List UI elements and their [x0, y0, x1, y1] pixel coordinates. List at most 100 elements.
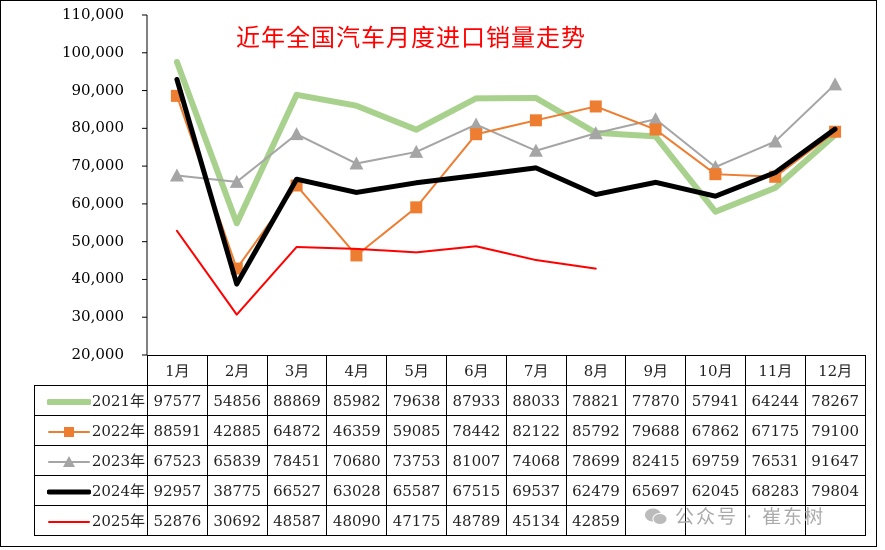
value-cell: 78699 — [565, 445, 627, 476]
table-header-row: 1月 2月 3月 4月 5月 6月 7月 8月 9月 10月 11月 12月 — [34, 355, 866, 386]
chart-title: 近年全国汽车月度进口销量走势 — [236, 24, 586, 52]
value-cell: 63028 — [326, 475, 388, 506]
value-cell: 78451 — [266, 445, 328, 476]
value-cell: 38775 — [206, 475, 268, 506]
table-row: 2023年 67523 65839 78451 70680 73753 81007 74068… — [34, 445, 866, 476]
value-cell: 65697 — [625, 475, 687, 506]
value-cell: 62045 — [685, 475, 746, 506]
value-cell: 85982 — [326, 385, 388, 416]
legend-key-icon — [47, 456, 90, 467]
table-row: 2024年 92957 38775 66527 63028 65587 67515 69537… — [34, 475, 866, 506]
table-row: 2021年 97577 54856 88869 85982 79638 87933 88033… — [34, 385, 866, 416]
y-tick-label: 50,000 — [71, 231, 125, 250]
series-2025年 — [175, 229, 597, 316]
month-header: 4月 — [326, 355, 388, 386]
wechat-icon — [645, 508, 668, 526]
value-cell: 65839 — [206, 445, 268, 476]
value-cell: 78267 — [804, 385, 866, 416]
month-header: 11月 — [744, 355, 806, 386]
value-cell: 92957 — [147, 475, 208, 506]
value-cell: 67523 — [147, 445, 208, 476]
value-cell: 78821 — [565, 385, 627, 416]
value-cell: 78442 — [445, 415, 507, 446]
legend-cell: 2025年 — [34, 505, 148, 536]
value-cell: 81007 — [445, 445, 507, 476]
value-cell: 85792 — [565, 415, 627, 446]
table-row: 2025年 52876 30692 48587 48090 47175 48789 45134… — [34, 505, 866, 536]
value-cell: 79100 — [804, 415, 866, 446]
watermark-text: 公众号 · 崔东树 — [675, 506, 826, 528]
month-header: 7月 — [505, 355, 567, 386]
legend-label: 2025年 — [91, 512, 145, 530]
y-tick-label: 70,000 — [71, 156, 125, 175]
y-tick-label: 90,000 — [71, 80, 125, 99]
value-cell: 48090 — [326, 505, 388, 536]
value-cell: 97577 — [147, 385, 208, 416]
month-header: 5月 — [386, 355, 447, 386]
legend-cell: 2023年 — [34, 445, 148, 476]
value-cell: 65587 — [386, 475, 447, 506]
series-2023年 — [169, 77, 843, 188]
legend-label: 2021年 — [91, 392, 145, 410]
data-table: 1月 2月 3月 4月 5月 6月 7月 8月 9月 10月 11月 12月 2021年 97577 548… — [34, 355, 866, 536]
legend-label: 2022年 — [91, 422, 145, 440]
value-cell: 67175 — [744, 415, 806, 446]
value-cell: 88033 — [505, 385, 567, 416]
y-tick-label: 110,000 — [61, 5, 124, 23]
series-2021年 — [173, 58, 839, 227]
value-cell: 64244 — [744, 385, 806, 416]
legend-key-icon — [47, 427, 90, 437]
month-header: 3月 — [266, 355, 328, 386]
legend-cell: 2021年 — [34, 385, 148, 416]
value-cell: 82122 — [505, 415, 567, 446]
value-cell: 45134 — [505, 505, 567, 536]
value-cell: 54856 — [206, 385, 268, 416]
y-tick-label: 60,000 — [71, 193, 125, 212]
month-header: 6月 — [445, 355, 507, 386]
month-header: 1月 — [147, 355, 208, 386]
value-cell: 87933 — [445, 385, 507, 416]
series-2024年 — [174, 76, 838, 287]
value-cell: 67515 — [445, 475, 507, 506]
value-cell: 30692 — [206, 505, 268, 536]
value-cell: 77870 — [625, 385, 687, 416]
legend-label: 2023年 — [91, 452, 145, 470]
value-cell: 64872 — [266, 415, 328, 446]
value-cell: 47175 — [386, 505, 447, 536]
value-cell — [685, 505, 746, 536]
y-tick-label: 100,000 — [61, 42, 124, 61]
value-cell: 57941 — [685, 385, 746, 416]
legend-key-icon — [46, 489, 91, 495]
legend-key-icon — [46, 399, 91, 405]
legend-cell: 2022年 — [34, 415, 148, 446]
value-cell: 66527 — [266, 475, 328, 506]
month-header: 8月 — [565, 355, 627, 386]
value-cell: 48789 — [445, 505, 507, 536]
value-cell: 88591 — [147, 415, 208, 446]
value-cell: 42885 — [206, 415, 268, 446]
value-cell: 79688 — [625, 415, 687, 446]
value-cell: 67862 — [685, 415, 746, 446]
y-tick-label: 80,000 — [71, 118, 125, 137]
value-cell: 46359 — [326, 415, 388, 446]
series-2022年 — [170, 89, 842, 275]
value-cell: 70680 — [326, 445, 388, 476]
value-cell: 48587 — [266, 505, 328, 536]
y-tick-label: 40,000 — [71, 269, 125, 288]
value-cell: 52876 — [147, 505, 208, 536]
watermark: 公众号 · 崔东树 — [645, 502, 825, 529]
value-cell: 76531 — [744, 445, 806, 476]
legend-cell: 2024年 — [34, 475, 148, 506]
value-cell: 42859 — [565, 505, 627, 536]
table-corner — [34, 355, 148, 386]
value-cell: 82415 — [625, 445, 687, 476]
month-header: 10月 — [685, 355, 746, 386]
value-cell: 73753 — [386, 445, 447, 476]
y-tick-label: 30,000 — [71, 307, 125, 326]
month-header: 9月 — [625, 355, 687, 386]
legend-key-icon — [47, 521, 90, 523]
value-cell: 79638 — [386, 385, 447, 416]
